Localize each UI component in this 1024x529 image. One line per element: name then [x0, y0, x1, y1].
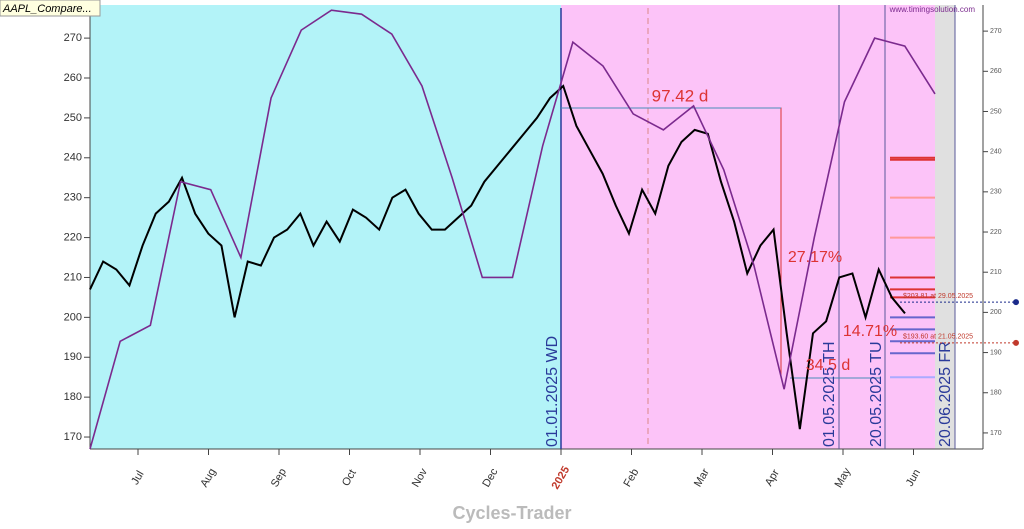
- x-tick-label: Nov: [410, 466, 430, 489]
- x-tick-label: May: [833, 466, 854, 490]
- date-marker: 20.05.2025 TU: [868, 341, 885, 447]
- x-tick-label: Dec: [480, 466, 500, 489]
- y2-tick-label: 260: [990, 68, 1002, 75]
- x-tick-label: Mar: [692, 466, 712, 489]
- y-tick-label: 250: [64, 112, 82, 124]
- chart-title: AAPL_Compare...: [2, 3, 92, 15]
- date-marker: 20.06.2025 FR: [937, 341, 954, 447]
- annotation: 97.42 d: [652, 86, 709, 105]
- y2-tick-label: 190: [990, 349, 1002, 356]
- title-box: [0, 0, 101, 17]
- level-dot: [1013, 299, 1019, 306]
- x-tick-label: Oct: [340, 468, 359, 489]
- y2-tick-label: 230: [990, 189, 1002, 196]
- y2-tick-label: 170: [990, 430, 1002, 437]
- y2-tick-label: 270: [990, 28, 1002, 35]
- x-tick-label: Sep: [269, 466, 289, 489]
- x-tick-label: Apr: [763, 467, 782, 488]
- x-tick-label: Jul: [129, 469, 146, 487]
- y-tick-label: 190: [64, 351, 82, 363]
- annotation: 34.5 d: [806, 357, 850, 374]
- footer: Cycles-Trader: [452, 503, 571, 523]
- y2-tick-label: 210: [990, 269, 1002, 276]
- y2-tick-label: 220: [990, 229, 1002, 236]
- annotation: 27.17%: [788, 249, 842, 266]
- x-tick-label: Feb: [621, 467, 641, 489]
- y-tick-label: 240: [64, 152, 82, 164]
- cycle-line: [89, 9, 936, 450]
- y-tick-label: 210: [64, 271, 82, 283]
- y-tick-label: 180: [64, 391, 82, 403]
- x-tick-label: 2025: [550, 464, 573, 491]
- annotation: 14.71%: [843, 323, 897, 340]
- y-tick-label: 260: [64, 72, 82, 84]
- watermark: www.timingsolution.com: [889, 5, 976, 14]
- pre-2025-background: [90, 5, 561, 449]
- level-label: $193.60 at 21.05.2025: [903, 334, 973, 341]
- y-tick-label: 200: [64, 311, 82, 323]
- level-dot: [1013, 339, 1019, 346]
- x-tick-label: Aug: [198, 466, 218, 489]
- future-background: [935, 5, 955, 449]
- right-panel: [955, 5, 983, 449]
- y-tick-label: 170: [64, 431, 82, 443]
- price-line: [89, 84, 906, 430]
- y2-tick-label: 240: [990, 149, 1002, 156]
- y-tick-label: 230: [64, 192, 82, 204]
- y-tick-label: 220: [64, 231, 82, 243]
- y-tick-label: 270: [64, 32, 82, 44]
- y2-tick-label: 200: [990, 309, 1002, 316]
- y2-tick-label: 250: [990, 108, 1002, 115]
- 2025-background: [561, 5, 935, 449]
- date-marker: 01.01.2025 WD: [544, 336, 561, 447]
- x-tick-label: Jun: [904, 467, 923, 488]
- y2-tick-label: 180: [990, 390, 1002, 397]
- date-marker: 01.05.2025 TH: [821, 341, 838, 447]
- level-label: $203.81 at 29.05.2025: [903, 293, 973, 300]
